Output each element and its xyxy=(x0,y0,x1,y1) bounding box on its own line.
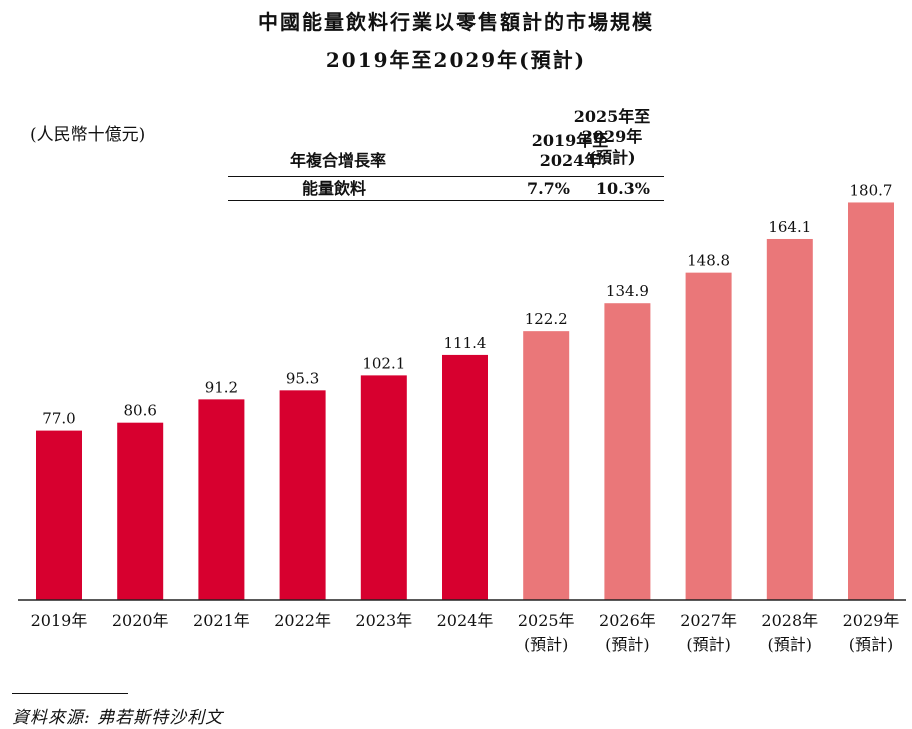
data-label: 122.2 xyxy=(525,310,568,328)
x-tick-sublabel: (預計) xyxy=(524,635,569,654)
cagr-col1-header-line1: 2019年至 xyxy=(531,131,609,150)
bar xyxy=(117,422,164,600)
data-label: 91.2 xyxy=(205,378,238,396)
bar xyxy=(279,390,326,600)
data-label: 180.7 xyxy=(850,181,893,199)
x-tick-label: 2021年 xyxy=(193,611,250,630)
x-tick-label: 2023年 xyxy=(355,611,412,630)
bar-chart: 77.0 2019年 80.6 2020年 91.2 2021年 95.3 2022年 102.… xyxy=(18,181,906,654)
data-label: 134.9 xyxy=(606,282,649,300)
data-label: 148.8 xyxy=(687,252,730,270)
bar xyxy=(766,238,813,601)
x-tick-sublabel: (預計) xyxy=(849,635,894,654)
chart-subtitle: 2019年至2029年(預計) xyxy=(325,48,587,72)
bar xyxy=(360,375,407,600)
cagr-table-rule-top xyxy=(228,176,664,177)
bar xyxy=(685,272,732,600)
bar xyxy=(848,202,894,600)
bar xyxy=(604,303,651,600)
bar xyxy=(36,430,82,600)
data-label: 77.0 xyxy=(42,410,75,428)
bar xyxy=(198,399,245,600)
source-divider xyxy=(12,693,128,694)
cagr-table-rule-bottom xyxy=(228,200,664,201)
x-tick-label: 2019年 xyxy=(31,611,88,630)
x-tick-label: 2029年 xyxy=(843,611,900,630)
data-label: 80.6 xyxy=(123,402,156,420)
x-tick-label: 2027年 xyxy=(680,611,737,630)
chart-title: 中國能量飲料行業以零售額計的市場規模 xyxy=(258,10,654,34)
cagr-col1-header-line2: 2024年 xyxy=(539,151,601,170)
source-note: 資料來源: 弗若斯特沙利文 xyxy=(12,708,224,728)
bar xyxy=(523,331,570,600)
x-tick-label: 2020年 xyxy=(112,611,169,630)
data-label: 164.1 xyxy=(768,218,811,236)
x-tick-label: 2025年 xyxy=(518,611,575,630)
x-tick-label: 2028年 xyxy=(761,611,818,630)
cagr-col1-value: 7.7% xyxy=(526,179,570,198)
x-tick-sublabel: (預計) xyxy=(768,635,813,654)
unit-label: (人民幣十億元) xyxy=(30,125,146,145)
cagr-row-label: 能量飲料 xyxy=(302,179,367,198)
x-tick-sublabel: (預計) xyxy=(605,635,650,654)
x-tick-label: 2022年 xyxy=(274,611,331,630)
cagr-row-header: 年複合增長率 xyxy=(290,151,387,170)
x-tick-label: 2024年 xyxy=(437,611,494,630)
cagr-col2-header-line1: 2025年至 xyxy=(573,107,651,126)
x-tick-sublabel: (預計) xyxy=(686,635,731,654)
data-label: 111.4 xyxy=(444,334,487,352)
cagr-col2-value: 10.3% xyxy=(595,179,650,198)
cagr-col2-header-line2: 2029年 xyxy=(581,127,643,146)
cagr-col2-header-line3: (預計) xyxy=(588,148,636,167)
data-label: 95.3 xyxy=(286,369,319,387)
data-label: 102.1 xyxy=(362,354,405,372)
bar xyxy=(442,354,488,600)
x-tick-label: 2026年 xyxy=(599,611,656,630)
